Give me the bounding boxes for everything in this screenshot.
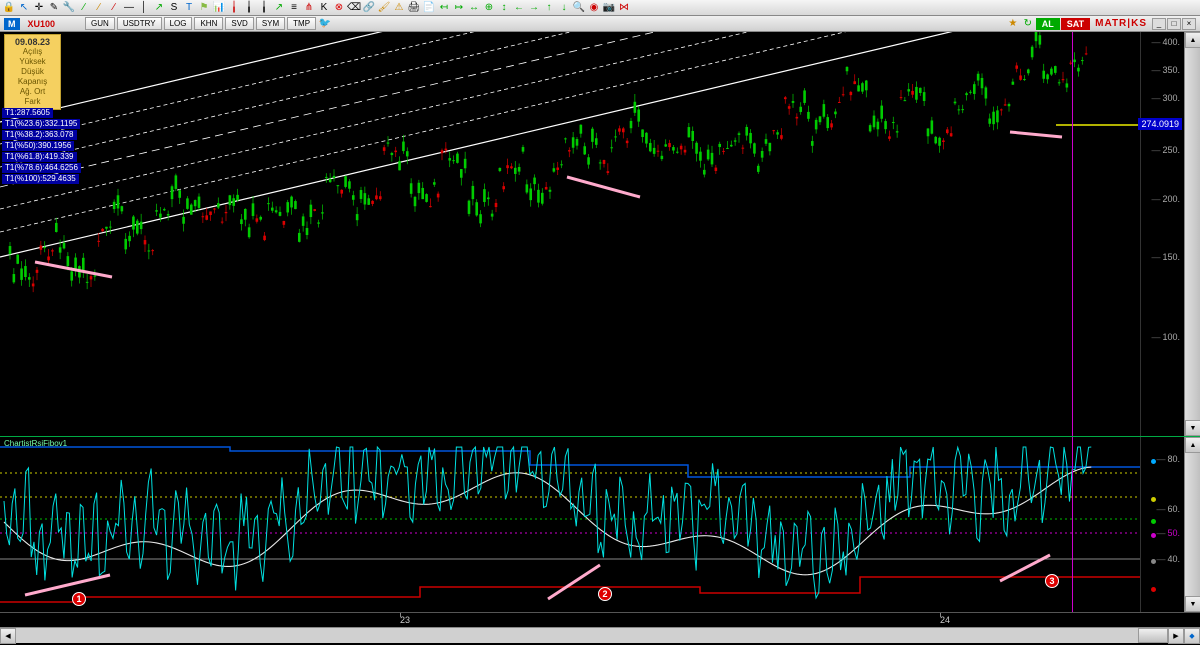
log-button[interactable]: LOG — [164, 17, 193, 30]
edit-icon[interactable]: ✎ — [47, 1, 61, 15]
indicator-y-axis: 80.60.50.40. — [1140, 437, 1182, 612]
marker-2: 2 — [598, 587, 612, 601]
del-icon[interactable]: ⊗ — [332, 1, 346, 15]
trend-icon[interactable]: ↗ — [152, 1, 166, 15]
candle-icon[interactable]: ╽ — [227, 1, 241, 15]
target-icon[interactable]: ◉ — [587, 1, 601, 15]
sell-badge[interactable]: SAT — [1061, 18, 1090, 30]
info-low-label: Düşük — [15, 67, 50, 77]
close-button[interactable]: × — [1182, 18, 1196, 30]
info-close-label: Kapanış — [15, 77, 50, 87]
price-chart[interactable]: 09.08.23 Açılış Yüksek Düşük Kapanış Ağ.… — [0, 32, 1200, 437]
time-axis: 2324 — [0, 612, 1200, 627]
link-icon[interactable]: 🔗 — [362, 1, 376, 15]
hscroll-thumb[interactable] — [1138, 628, 1168, 643]
camera-icon[interactable]: 📷 — [602, 1, 616, 15]
cursor-vline-indicator — [1072, 437, 1073, 612]
symbol-label[interactable]: XU100 — [22, 19, 62, 29]
main-toolbar: 🔒 ↖ ✛ ✎ 🔧 ∕ ∕ ∕ — │ ↗ S T ⚑ 📊 ╽ ╽ ╽ ↗ ≡ … — [0, 0, 1200, 16]
ohlc-info-box: 09.08.23 Açılış Yüksek Düşük Kapanış Ağ.… — [4, 34, 61, 110]
indicator-scrollbar[interactable]: ▲ ▼ — [1184, 437, 1200, 612]
eraser-icon[interactable]: ⌫ — [347, 1, 361, 15]
text-icon[interactable]: S — [167, 1, 181, 15]
marker-1: 1 — [72, 592, 86, 606]
hscroll-right-button[interactable]: ▶ — [1168, 628, 1184, 644]
cursor-vline — [1072, 32, 1073, 436]
price-y-axis: 274.0919 400.350.300.250.200.150.100. — [1140, 32, 1182, 436]
instrument-bar: M XU100 GUN USDTRY LOG KHN SVD SYM TMP 🐦… — [0, 16, 1200, 32]
indicator-scroll-up[interactable]: ▲ — [1185, 437, 1200, 453]
chart-type-icon[interactable]: 📊 — [212, 1, 226, 15]
pencil-red-icon[interactable]: ∕ — [107, 1, 121, 15]
nav-left-icon[interactable]: ↤ — [437, 1, 451, 15]
twitter-icon[interactable]: 🐦 — [318, 17, 332, 31]
cursor-icon[interactable]: ↖ — [17, 1, 31, 15]
right-icon[interactable]: → — [527, 1, 541, 15]
alert-icon[interactable]: ⚠ — [392, 1, 406, 15]
maximize-button[interactable]: □ — [1167, 18, 1181, 30]
vline-icon[interactable]: │ — [137, 1, 151, 15]
note-icon[interactable]: 📄 — [422, 1, 436, 15]
up-icon[interactable]: ↑ — [542, 1, 556, 15]
khn-button[interactable]: KHN — [194, 17, 223, 30]
info-avg-label: Ağ. Ort — [15, 87, 50, 97]
lock-icon[interactable]: 🔒 — [2, 1, 16, 15]
line-icon[interactable]: ╽ — [257, 1, 271, 15]
svd-button[interactable]: SVD — [225, 17, 253, 30]
print-icon[interactable]: 🖨 — [407, 1, 421, 15]
marker-3: 3 — [1045, 574, 1059, 588]
info-date: 09.08.23 — [15, 37, 50, 47]
fib-icon[interactable]: ≡ — [287, 1, 301, 15]
current-price-label: 274.0919 — [1138, 118, 1182, 130]
info-high-label: Yüksek — [15, 57, 50, 67]
nav-right-icon[interactable]: ↦ — [452, 1, 466, 15]
vertical-scrollbar[interactable]: ▲ ▼ — [1184, 32, 1200, 436]
zoom-icon[interactable]: ⊕ — [482, 1, 496, 15]
zoom-search-icon[interactable]: 🔍 — [572, 1, 586, 15]
indicator-scroll-down[interactable]: ▼ — [1185, 596, 1200, 612]
signal-icon[interactable]: ⋈ — [617, 1, 631, 15]
sym-button[interactable]: SYM — [256, 17, 285, 30]
crosshair-icon[interactable]: ✛ — [32, 1, 46, 15]
indicator-title: ChartistRsiFibov1 — [4, 439, 67, 448]
fib-levels-box: T1:287.5605 T1(%23.6):332.1195 T1(%38.2)… — [2, 108, 81, 185]
horizontal-scrollbar[interactable]: ◀ ▶ ◆ — [0, 627, 1200, 643]
chart-mode-label: M — [4, 18, 20, 30]
timeframe-gun-button[interactable]: GUN — [85, 17, 115, 30]
bar-icon[interactable]: ╽ — [242, 1, 256, 15]
brand-label: MATR|KS — [1091, 18, 1151, 29]
hscroll-end-icon[interactable]: ◆ — [1184, 628, 1200, 644]
left-icon[interactable]: ← — [512, 1, 526, 15]
brush-icon[interactable]: 🖌 — [377, 1, 391, 15]
hscroll-track[interactable] — [16, 628, 1168, 643]
refresh-icon[interactable]: ↻ — [1021, 17, 1035, 31]
scroll-down-button[interactable]: ▼ — [1185, 420, 1200, 436]
flag-icon[interactable]: ⚑ — [197, 1, 211, 15]
info-open-label: Açılış — [15, 47, 50, 57]
pencil-orange-icon[interactable]: ∕ — [92, 1, 106, 15]
gann-icon[interactable]: ⋔ — [302, 1, 316, 15]
star-icon[interactable]: ★ — [1006, 17, 1020, 31]
arrow-up-icon[interactable]: ↗ — [272, 1, 286, 15]
pencil-green-icon[interactable]: ∕ — [77, 1, 91, 15]
nav-both-icon[interactable]: ↔ — [467, 1, 481, 15]
hline-icon[interactable]: — — [122, 1, 136, 15]
tmp-button[interactable]: TMP — [287, 17, 316, 30]
expand-icon[interactable]: ↕ — [497, 1, 511, 15]
hscroll-left-button[interactable]: ◀ — [0, 628, 16, 644]
minimize-button[interactable]: _ — [1152, 18, 1166, 30]
pair-usdtry-button[interactable]: USDTRY — [117, 17, 162, 30]
down-icon[interactable]: ↓ — [557, 1, 571, 15]
pitchfork-icon[interactable]: K — [317, 1, 331, 15]
info-diff-label: Fark — [15, 97, 50, 107]
wrench-icon[interactable]: 🔧 — [62, 1, 76, 15]
text2-icon[interactable]: T — [182, 1, 196, 15]
indicator-chart[interactable]: ChartistRsiFibov1 80.60.50.40. ▲ ▼ 1 2 3 — [0, 437, 1200, 612]
scroll-up-button[interactable]: ▲ — [1185, 32, 1200, 48]
buy-badge[interactable]: AL — [1036, 18, 1060, 30]
